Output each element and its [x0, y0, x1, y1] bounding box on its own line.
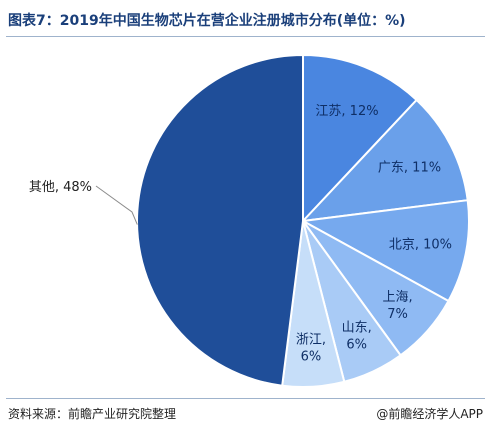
pie-slice-guangdong — [300, 98, 469, 223]
pie-slice-beijing — [299, 199, 470, 303]
slice-label-shandong: 山东, 6% — [342, 321, 372, 353]
footer-divider — [6, 398, 485, 399]
brand-credit: @前瞻经济学人APP — [376, 407, 483, 421]
pie-slice-other — [136, 53, 304, 387]
slice-label-beijing: 北京, 10% — [389, 237, 452, 252]
leader-line-other — [95, 185, 138, 225]
slice-label-shanghai: 上海, 7% — [383, 290, 413, 322]
slice-label-jiangsu: 江苏, 12% — [315, 103, 378, 119]
source-note: 资料来源：前瞻产业研究院整理 — [8, 407, 177, 421]
slice-label-guangdong: 广东, 11% — [378, 161, 441, 176]
slice-label-other: 其他, 48% — [29, 180, 92, 195]
chart-title: 图表7：2019年中国生物芯片在营企业注册城市分布(单位：%) — [8, 13, 406, 29]
pie-slice-jiangsu — [302, 53, 419, 224]
title-divider — [6, 36, 485, 37]
slice-label-zhejiang: 浙江, 6% — [296, 332, 326, 364]
